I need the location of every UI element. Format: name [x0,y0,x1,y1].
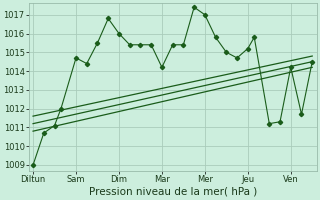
X-axis label: Pression niveau de la mer( hPa ): Pression niveau de la mer( hPa ) [89,187,257,197]
